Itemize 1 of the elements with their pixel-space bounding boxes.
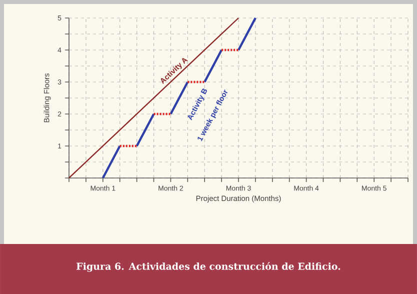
text: Figura 6. Actividades de construcción de Edificio. — [76, 262, 340, 272]
